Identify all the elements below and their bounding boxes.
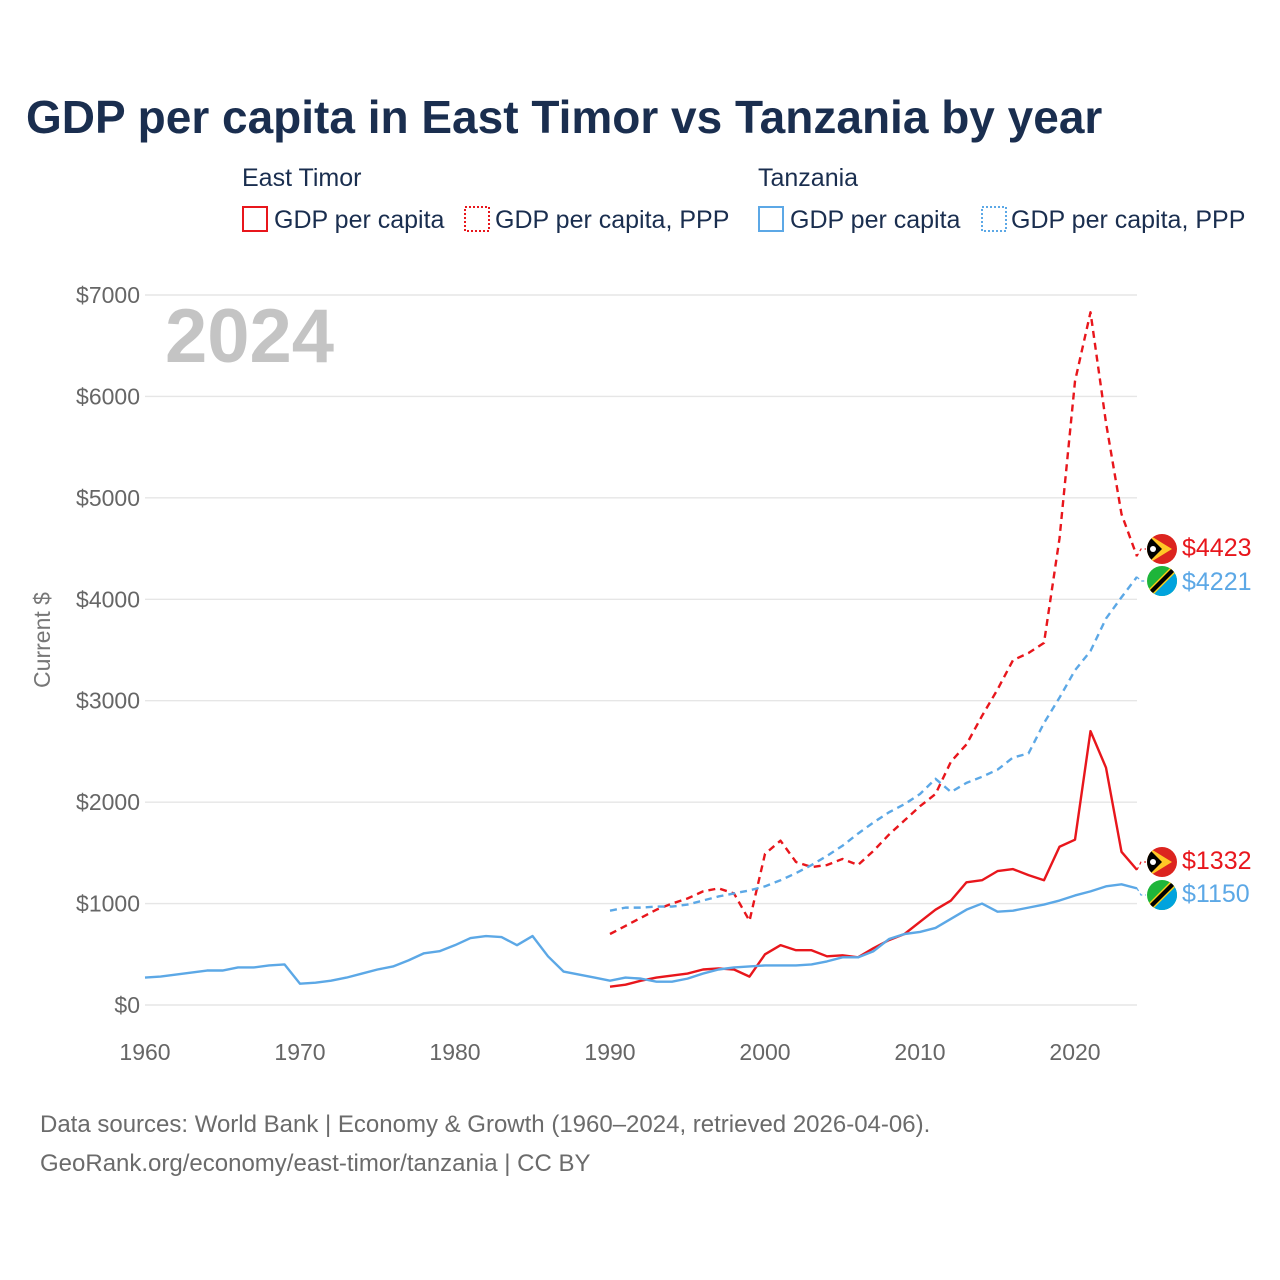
x-tick-label: 1980 [429,1039,480,1065]
end-markers: $4423 $4221 $1332 $1150 [1136,534,1252,910]
source-line-2: GeoRank.org/economy/east-timor/tanzania … [40,1150,590,1177]
end-connector [1136,576,1146,582]
grid-lines [145,294,1137,1006]
y-tick-label: $6000 [76,383,140,409]
x-tick-label: 1990 [584,1039,635,1065]
year-watermark: 2024 [165,294,334,379]
legend-tanzania: Tanzania GDP per capita GDP per capita, … [758,164,1245,234]
legend-tanzania-ppp-swatch [981,206,1007,232]
tanzania-flag-icon [1147,566,1177,596]
y-axis-label: Current $ [29,592,55,688]
x-tick-label: 2010 [894,1039,945,1065]
tanzania-gdp-line [144,883,1138,985]
y-axis-ticks: $0 $1000 $2000 $3000 $4000 $5000 $6000 $7000 [76,282,140,1018]
source-line-1: Data sources: World Bank | Economy & Gro… [40,1111,930,1138]
y-tick-label: $4000 [76,586,140,612]
east-timor-gdp-line [609,729,1138,988]
end-connector [1136,548,1146,557]
x-tick-label: 1960 [119,1039,170,1065]
tanzania-flag-icon [1147,880,1177,910]
x-axis-ticks: 1960 1970 1980 1990 2000 2010 2020 [119,1039,1100,1065]
series-layer [144,311,1139,988]
legend-east-timor-title: East Timor [242,164,361,192]
y-tick-label: $1000 [76,891,140,917]
y-tick-label: $7000 [76,282,140,308]
legend-tanzania-gdp-swatch [758,206,784,232]
end-connector [1136,888,1146,896]
east-timor-flag-icon [1147,534,1177,564]
legend-east-timor-ppp-swatch [464,206,490,232]
tanzania-gdp-end-label: $1150 [1182,880,1250,908]
legend-east-timor: East Timor GDP per capita GDP per capita… [242,164,729,234]
y-tick-label: $0 [114,992,140,1018]
legend-tanzania-ppp-label: GDP per capita, PPP [1011,206,1245,234]
legend-east-timor-gdp-label: GDP per capita [274,206,445,234]
east-timor-ppp-line [609,311,1139,936]
x-tick-label: 2020 [1049,1039,1100,1065]
x-tick-label: 1970 [274,1039,325,1065]
legend-tanzania-gdp-label: GDP per capita [790,206,961,234]
chart-title: GDP per capita in East Timor vs Tanzania… [26,91,1102,143]
end-connector [1136,861,1146,871]
legend-tanzania-title: Tanzania [758,164,858,192]
y-tick-label: $5000 [76,485,140,511]
x-tick-label: 2000 [739,1039,790,1065]
legend-east-timor-gdp-swatch [242,206,268,232]
legend-east-timor-ppp-label: GDP per capita, PPP [495,206,729,234]
east-timor-ppp-end-label: $4423 [1182,534,1252,562]
y-tick-label: $2000 [76,789,140,815]
east-timor-gdp-end-label: $1332 [1182,847,1252,875]
y-tick-label: $3000 [76,688,140,714]
tanzania-ppp-end-label: $4221 [1182,568,1252,596]
east-timor-flag-icon [1147,847,1177,877]
tanzania-ppp-line [609,576,1138,912]
